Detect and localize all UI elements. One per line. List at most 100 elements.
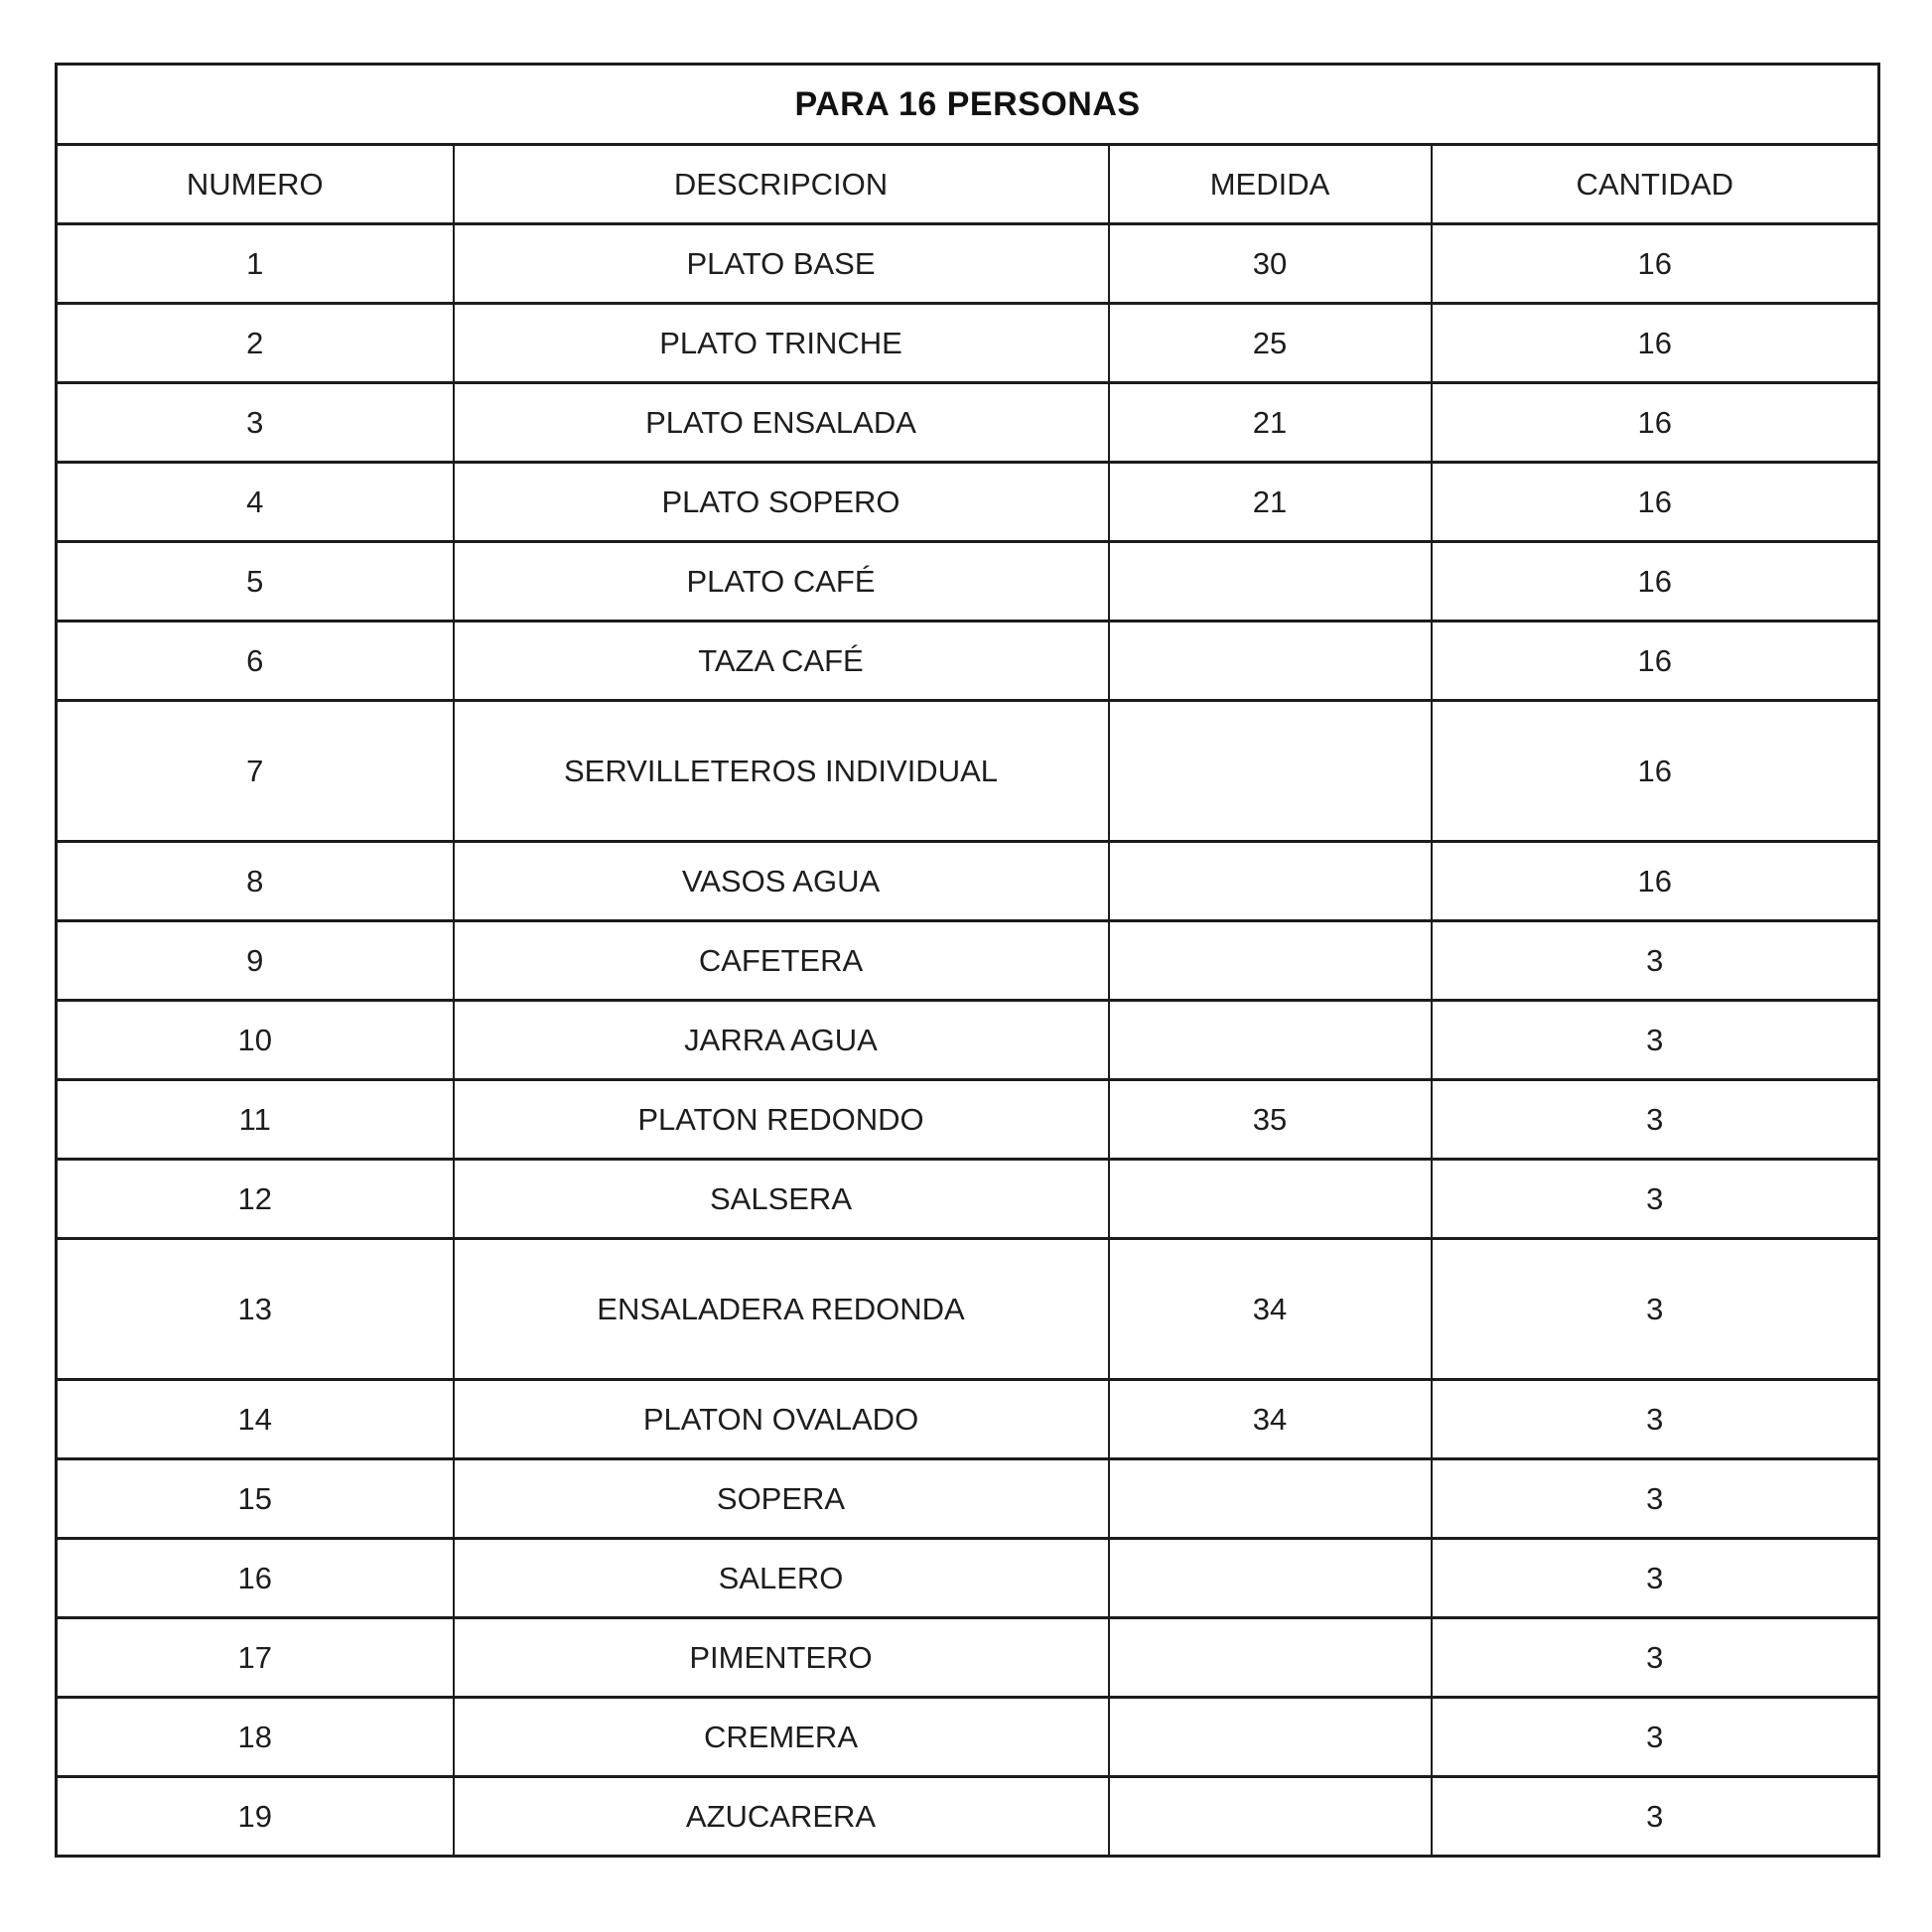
- table-row: 19 AZUCARERA 3: [55, 1775, 1880, 1858]
- medida-cell: [1107, 699, 1433, 843]
- descripcion-cell: JARRA AGUA: [452, 999, 1110, 1081]
- cantidad-cell: 3: [1430, 999, 1880, 1081]
- table-row: 13 ENSALADERA REDONDA 34 3: [55, 1237, 1880, 1381]
- medida-cell: 21: [1107, 381, 1433, 464]
- medida-cell: [1107, 1457, 1433, 1540]
- descripcion-cell: TAZA CAFÉ: [452, 620, 1110, 702]
- table-row: 15 SOPERA 3: [55, 1457, 1880, 1540]
- descripcion-cell: SOPERA: [452, 1457, 1110, 1540]
- numero-cell: 5: [55, 540, 455, 622]
- medida-cell: 35: [1107, 1078, 1433, 1161]
- cantidad-cell: 3: [1430, 1616, 1880, 1699]
- numero-cell: 8: [55, 840, 455, 922]
- descripcion-cell: PIMENTERO: [452, 1616, 1110, 1699]
- table-row: 4 PLATO SOPERO 21 16: [55, 461, 1880, 543]
- cantidad-cell: 16: [1430, 381, 1880, 464]
- medida-cell: [1107, 919, 1433, 1002]
- cantidad-cell: 3: [1430, 1158, 1880, 1240]
- numero-cell: 3: [55, 381, 455, 464]
- medida-cell: 25: [1107, 302, 1433, 384]
- medida-cell: [1107, 1537, 1433, 1619]
- medida-cell: [1107, 999, 1433, 1081]
- descripcion-cell: ENSALADERA REDONDA: [452, 1237, 1110, 1381]
- table-row: 12 SALSERA 3: [55, 1158, 1880, 1240]
- numero-cell: 18: [55, 1696, 455, 1778]
- column-header-cantidad: CANTIDAD: [1430, 143, 1880, 225]
- numero-cell: 6: [55, 620, 455, 702]
- table-row: 16 SALERO 3: [55, 1537, 1880, 1619]
- medida-cell: [1107, 840, 1433, 922]
- cantidad-cell: 3: [1430, 1378, 1880, 1460]
- numero-cell: 19: [55, 1775, 455, 1858]
- numero-cell: 2: [55, 302, 455, 384]
- descripcion-cell: CAFETERA: [452, 919, 1110, 1002]
- medida-cell: [1107, 540, 1433, 622]
- cantidad-cell: 16: [1430, 302, 1880, 384]
- medida-cell: 34: [1107, 1378, 1433, 1460]
- cantidad-cell: 3: [1430, 1237, 1880, 1381]
- numero-cell: 10: [55, 999, 455, 1081]
- table-row: 9 CAFETERA 3: [55, 919, 1880, 1002]
- descripcion-cell: SERVILLETEROS INDIVIDUAL: [452, 699, 1110, 843]
- descripcion-cell: PLATO CAFÉ: [452, 540, 1110, 622]
- table-row: 6 TAZA CAFÉ 16: [55, 620, 1880, 702]
- table-row: 17 PIMENTERO 3: [55, 1616, 1880, 1699]
- medida-cell: 34: [1107, 1237, 1433, 1381]
- numero-cell: 9: [55, 919, 455, 1002]
- medida-cell: [1107, 620, 1433, 702]
- column-header-numero: NUMERO: [55, 143, 455, 225]
- medida-cell: [1107, 1696, 1433, 1778]
- table-row: 10 JARRA AGUA 3: [55, 999, 1880, 1081]
- table-title: PARA 16 PERSONAS: [55, 63, 1880, 146]
- descripcion-cell: SALERO: [452, 1537, 1110, 1619]
- cantidad-cell: 16: [1430, 620, 1880, 702]
- page: PARA 16 PERSONAS NUMERO DESCRIPCION MEDI…: [55, 63, 1881, 1858]
- numero-cell: 17: [55, 1616, 455, 1699]
- column-header-descripcion: DESCRIPCION: [452, 143, 1110, 225]
- medida-cell: 30: [1107, 222, 1433, 305]
- column-header-medida: MEDIDA: [1107, 143, 1433, 225]
- cantidad-cell: 3: [1430, 1457, 1880, 1540]
- numero-cell: 14: [55, 1378, 455, 1460]
- descripcion-cell: AZUCARERA: [452, 1775, 1110, 1858]
- numero-cell: 16: [55, 1537, 455, 1619]
- medida-cell: [1107, 1616, 1433, 1699]
- descripcion-cell: PLATO TRINCHE: [452, 302, 1110, 384]
- cantidad-cell: 3: [1430, 1775, 1880, 1858]
- table-row: 14 PLATON OVALADO 34 3: [55, 1378, 1880, 1460]
- numero-cell: 7: [55, 699, 455, 843]
- numero-cell: 12: [55, 1158, 455, 1240]
- descripcion-cell: PLATO SOPERO: [452, 461, 1110, 543]
- medida-cell: [1107, 1158, 1433, 1240]
- header-row: NUMERO DESCRIPCION MEDIDA CANTIDAD: [55, 143, 1880, 225]
- table-row: 11 PLATON REDONDO 35 3: [55, 1078, 1880, 1161]
- numero-cell: 11: [55, 1078, 455, 1161]
- table-row: 3 PLATO ENSALADA 21 16: [55, 381, 1880, 464]
- table-row: 8 VASOS AGUA 16: [55, 840, 1880, 922]
- cantidad-cell: 16: [1430, 540, 1880, 622]
- numero-cell: 1: [55, 222, 455, 305]
- numero-cell: 15: [55, 1457, 455, 1540]
- cantidad-cell: 3: [1430, 1078, 1880, 1161]
- table-row: 18 CREMERA 3: [55, 1696, 1880, 1778]
- title-row: PARA 16 PERSONAS: [55, 63, 1880, 146]
- descripcion-cell: VASOS AGUA: [452, 840, 1110, 922]
- descripcion-cell: PLATO ENSALADA: [452, 381, 1110, 464]
- cantidad-cell: 3: [1430, 1537, 1880, 1619]
- table-row: 1 PLATO BASE 30 16: [55, 222, 1880, 305]
- cantidad-cell: 16: [1430, 461, 1880, 543]
- descripcion-cell: SALSERA: [452, 1158, 1110, 1240]
- descripcion-cell: PLATON REDONDO: [452, 1078, 1110, 1161]
- medida-cell: [1107, 1775, 1433, 1858]
- table-row: 2 PLATO TRINCHE 25 16: [55, 302, 1880, 384]
- descripcion-cell: PLATO BASE: [452, 222, 1110, 305]
- medida-cell: 21: [1107, 461, 1433, 543]
- cantidad-cell: 3: [1430, 919, 1880, 1002]
- table-row: 7 SERVILLETEROS INDIVIDUAL 16: [55, 699, 1880, 843]
- numero-cell: 13: [55, 1237, 455, 1381]
- cantidad-cell: 16: [1430, 222, 1880, 305]
- table-row: 5 PLATO CAFÉ 16: [55, 540, 1880, 622]
- inventory-table: PARA 16 PERSONAS NUMERO DESCRIPCION MEDI…: [55, 63, 1881, 1858]
- descripcion-cell: CREMERA: [452, 1696, 1110, 1778]
- cantidad-cell: 16: [1430, 840, 1880, 922]
